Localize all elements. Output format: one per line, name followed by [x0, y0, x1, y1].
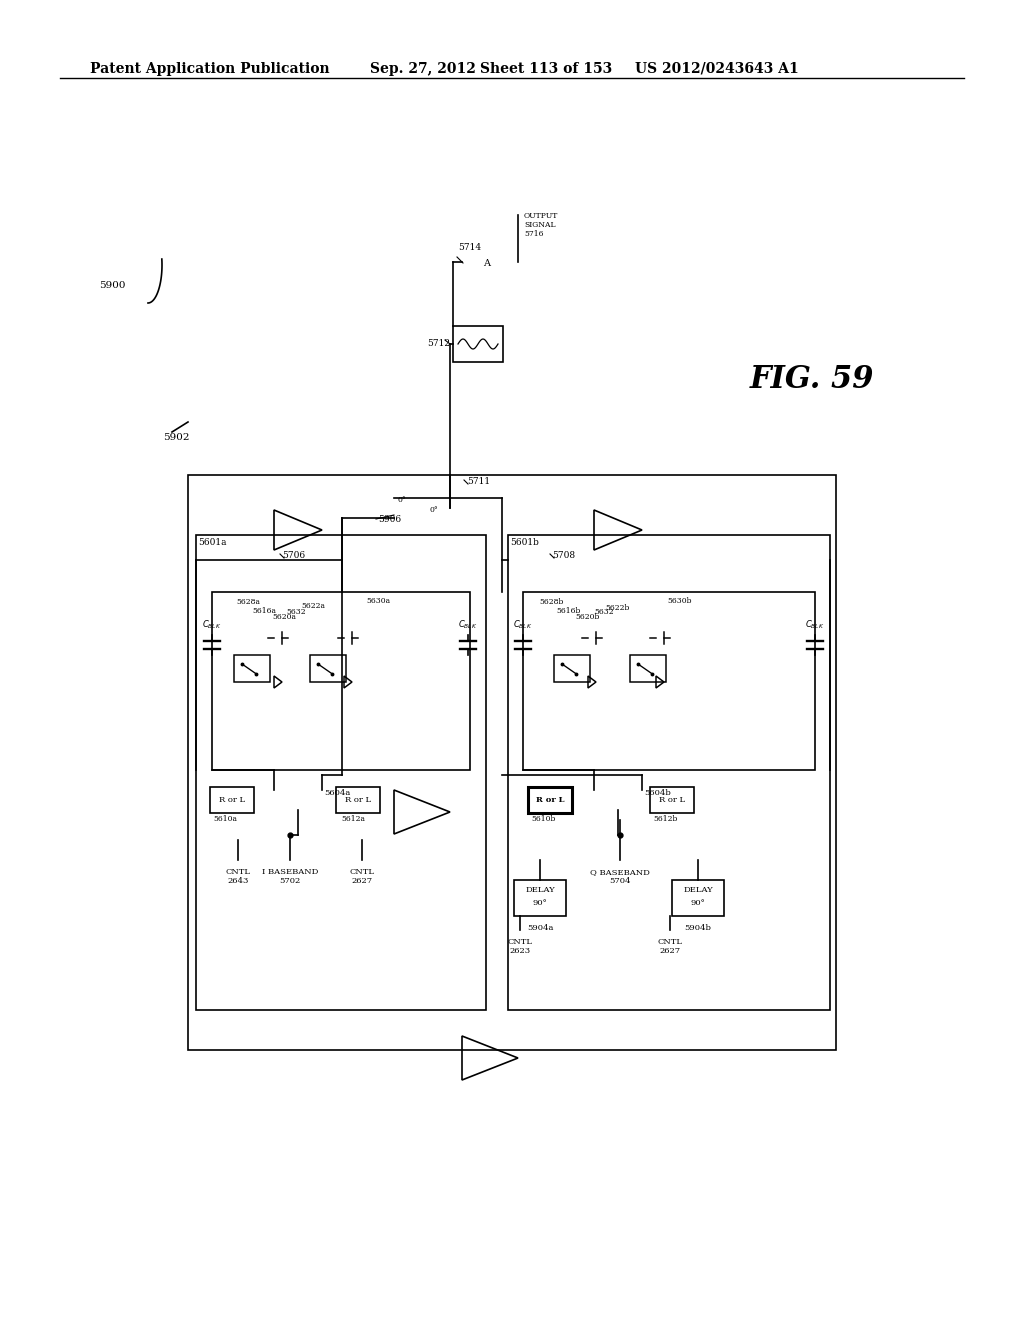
Bar: [310, 655, 346, 681]
Text: 5604a: 5604a: [324, 789, 350, 797]
Text: 5610b: 5610b: [531, 814, 556, 822]
Bar: [188, 475, 836, 1049]
Text: OUTPUT
SIGNAL
5716: OUTPUT SIGNAL 5716: [524, 213, 558, 239]
Text: 5622a: 5622a: [301, 602, 325, 610]
Text: 5630a: 5630a: [366, 597, 390, 605]
Text: 5601b: 5601b: [510, 539, 539, 546]
Bar: [336, 787, 380, 813]
Bar: [212, 591, 470, 770]
Text: 5902: 5902: [163, 433, 189, 442]
Text: 5711: 5711: [467, 478, 490, 487]
Text: R or L: R or L: [536, 796, 564, 804]
Text: 5712: 5712: [427, 338, 450, 347]
Bar: [630, 655, 666, 681]
Text: $C_{BLK}$: $C_{BLK}$: [203, 619, 221, 631]
Text: A: A: [483, 260, 490, 268]
Text: 5632: 5632: [594, 609, 613, 616]
Text: US 2012/0243643 A1: US 2012/0243643 A1: [635, 62, 799, 77]
Bar: [210, 787, 254, 813]
Text: CNTL
2623: CNTL 2623: [508, 939, 532, 956]
Text: $C_{BLK}$: $C_{BLK}$: [513, 619, 532, 631]
Text: 5708: 5708: [552, 552, 575, 561]
Text: 5628b: 5628b: [540, 598, 564, 606]
Text: 5904a: 5904a: [526, 924, 553, 932]
Text: R or L: R or L: [345, 796, 371, 804]
Bar: [508, 535, 830, 1010]
Text: Patent Application Publication: Patent Application Publication: [90, 62, 330, 77]
Text: Sep. 27, 2012: Sep. 27, 2012: [370, 62, 476, 77]
Text: 90°: 90°: [532, 899, 548, 907]
Text: 5904b: 5904b: [685, 924, 712, 932]
Bar: [523, 591, 815, 770]
Text: FIG. 59: FIG. 59: [750, 364, 874, 396]
Bar: [650, 787, 694, 813]
Text: CNTL
2643: CNTL 2643: [225, 869, 251, 886]
Text: 5628a: 5628a: [236, 598, 260, 606]
Bar: [672, 880, 724, 916]
Text: 5616b: 5616b: [557, 607, 582, 615]
Text: 5604b: 5604b: [644, 789, 671, 797]
Text: 5906: 5906: [378, 516, 401, 524]
Bar: [234, 655, 270, 681]
Text: R or L: R or L: [658, 796, 685, 804]
Bar: [196, 535, 486, 1010]
Text: 5610a: 5610a: [213, 814, 237, 822]
Text: $C_{BLK}$: $C_{BLK}$: [459, 619, 477, 631]
Text: DELAY: DELAY: [525, 886, 555, 894]
Text: 5632: 5632: [286, 609, 306, 616]
Text: 5630b: 5630b: [668, 597, 692, 605]
Bar: [554, 655, 590, 681]
Bar: [514, 880, 566, 916]
Text: CNTL
2627: CNTL 2627: [657, 939, 683, 956]
Text: 5620b: 5620b: [575, 612, 600, 620]
Bar: [528, 787, 572, 813]
Text: CNTL
2627: CNTL 2627: [349, 869, 375, 886]
Text: I BASEBAND
5702: I BASEBAND 5702: [262, 869, 318, 886]
Text: 5714: 5714: [459, 243, 481, 252]
Text: 0°: 0°: [430, 506, 438, 513]
Text: 5616a: 5616a: [252, 607, 276, 615]
Text: 5900: 5900: [98, 281, 125, 289]
Text: 5612a: 5612a: [341, 814, 365, 822]
Text: 5620a: 5620a: [272, 612, 296, 620]
Text: 5622b: 5622b: [606, 605, 630, 612]
Text: 0°: 0°: [397, 496, 406, 504]
Text: 5706: 5706: [282, 552, 305, 561]
Bar: [453, 326, 503, 362]
Text: 90°: 90°: [690, 899, 706, 907]
Text: R or L: R or L: [219, 796, 245, 804]
Text: 5612b: 5612b: [653, 814, 678, 822]
Text: Q BASEBAND
5704: Q BASEBAND 5704: [590, 869, 650, 886]
Text: $C_{BLK}$: $C_{BLK}$: [805, 619, 824, 631]
Text: DELAY: DELAY: [683, 886, 713, 894]
Text: Sheet 113 of 153: Sheet 113 of 153: [480, 62, 612, 77]
Text: 5601a: 5601a: [198, 539, 226, 546]
